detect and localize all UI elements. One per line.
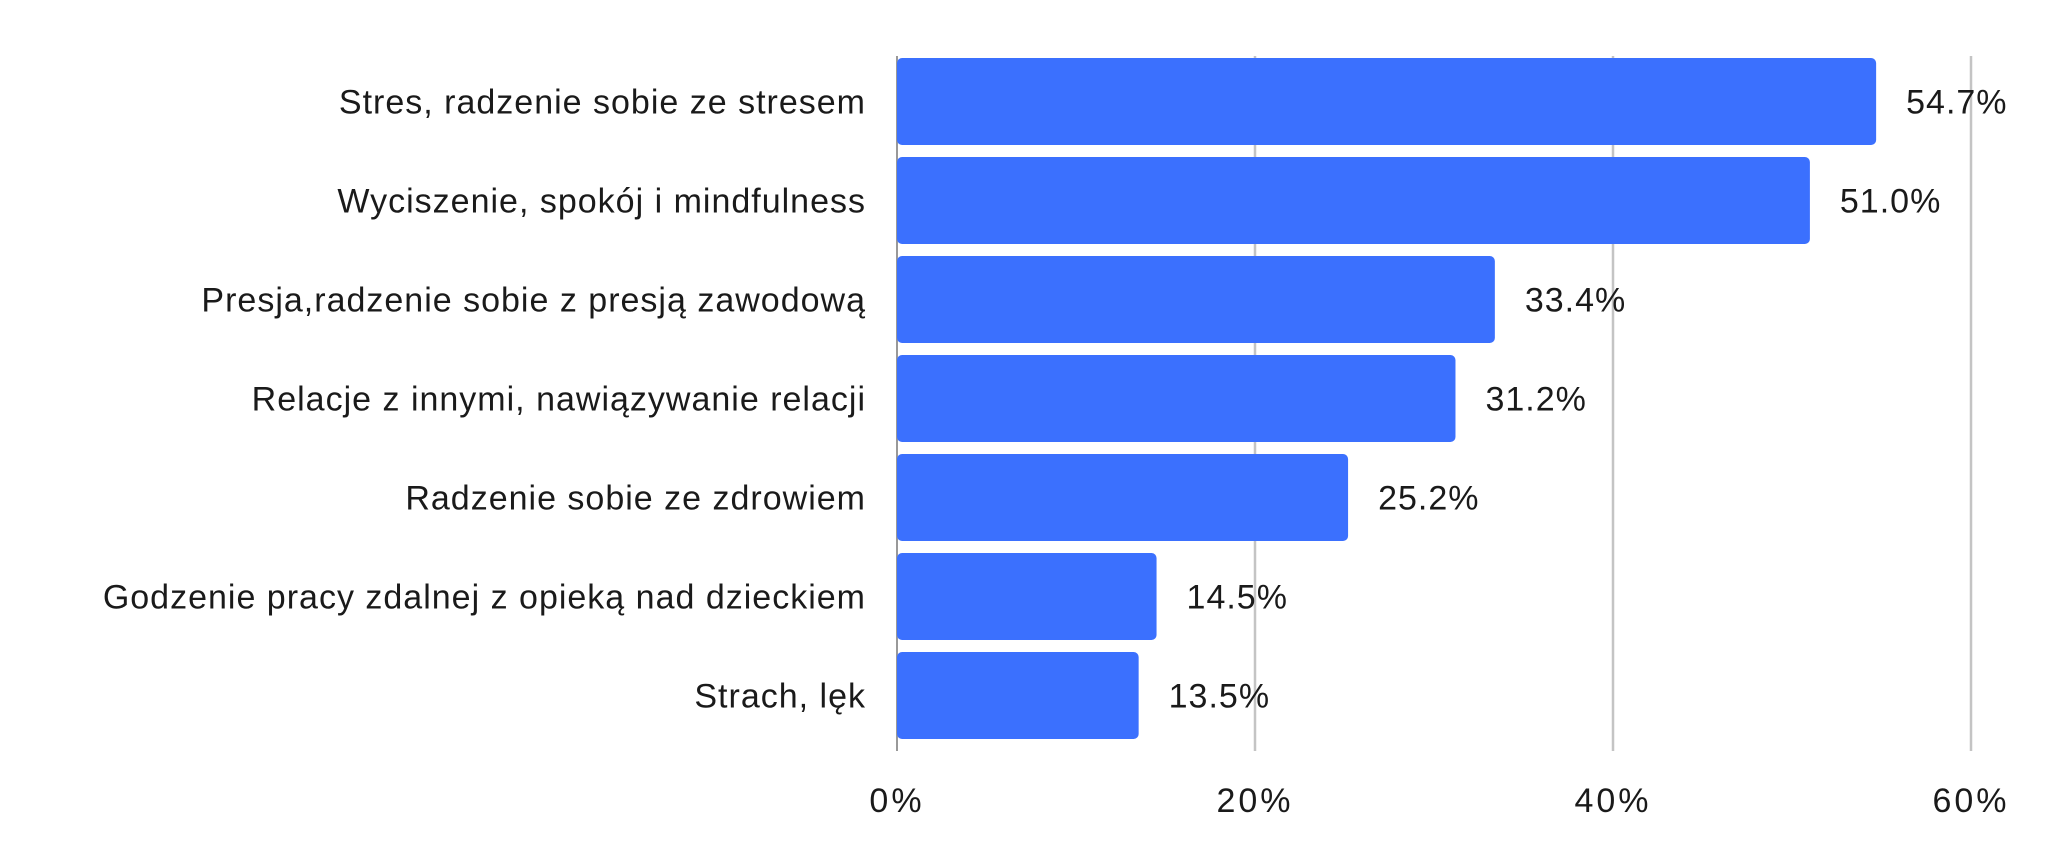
data-label: 14.5% — [1187, 579, 1288, 617]
data-label: 31.2% — [1485, 381, 1586, 419]
x-axis-tick-labels: 0% 20% 40% 60% — [869, 782, 2009, 820]
category-labels: Stres, radzenie sobie ze stresem Wyciszen… — [103, 84, 866, 716]
bar — [897, 58, 1877, 145]
bar — [897, 355, 1456, 442]
x-tick-label: 20% — [1216, 782, 1293, 820]
data-label: 25.2% — [1378, 480, 1479, 518]
bar — [897, 454, 1349, 541]
x-tick-label: 40% — [1574, 782, 1651, 820]
value-labels: 54.7% 51.0% 33.4% 31.2% 25.2% 14.5% 13.5% — [1169, 84, 2007, 716]
data-label: 51.0% — [1840, 183, 1941, 221]
bar — [897, 652, 1139, 739]
bars — [897, 58, 1877, 739]
category-label: Strach, lęk — [694, 678, 866, 716]
bar — [897, 256, 1495, 343]
category-label: Radzenie sobie ze zdrowiem — [405, 480, 866, 518]
category-label: Relacje z innymi, nawiązywanie relacji — [252, 381, 866, 419]
category-label: Presja,radzenie sobie z presją zawodową — [201, 282, 866, 320]
bar — [897, 553, 1157, 640]
x-tick-label: 0% — [869, 782, 924, 820]
bar — [897, 157, 1810, 244]
data-label: 13.5% — [1169, 678, 1270, 716]
data-label: 54.7% — [1906, 84, 2007, 122]
data-label: 33.4% — [1525, 282, 1626, 320]
x-tick-label: 60% — [1932, 782, 2009, 820]
category-label: Godzenie pracy zdalnej z opieką nad dzie… — [103, 579, 866, 617]
category-label: Stres, radzenie sobie ze stresem — [339, 84, 866, 122]
category-label: Wyciszenie, spokój i mindfulness — [337, 183, 866, 221]
